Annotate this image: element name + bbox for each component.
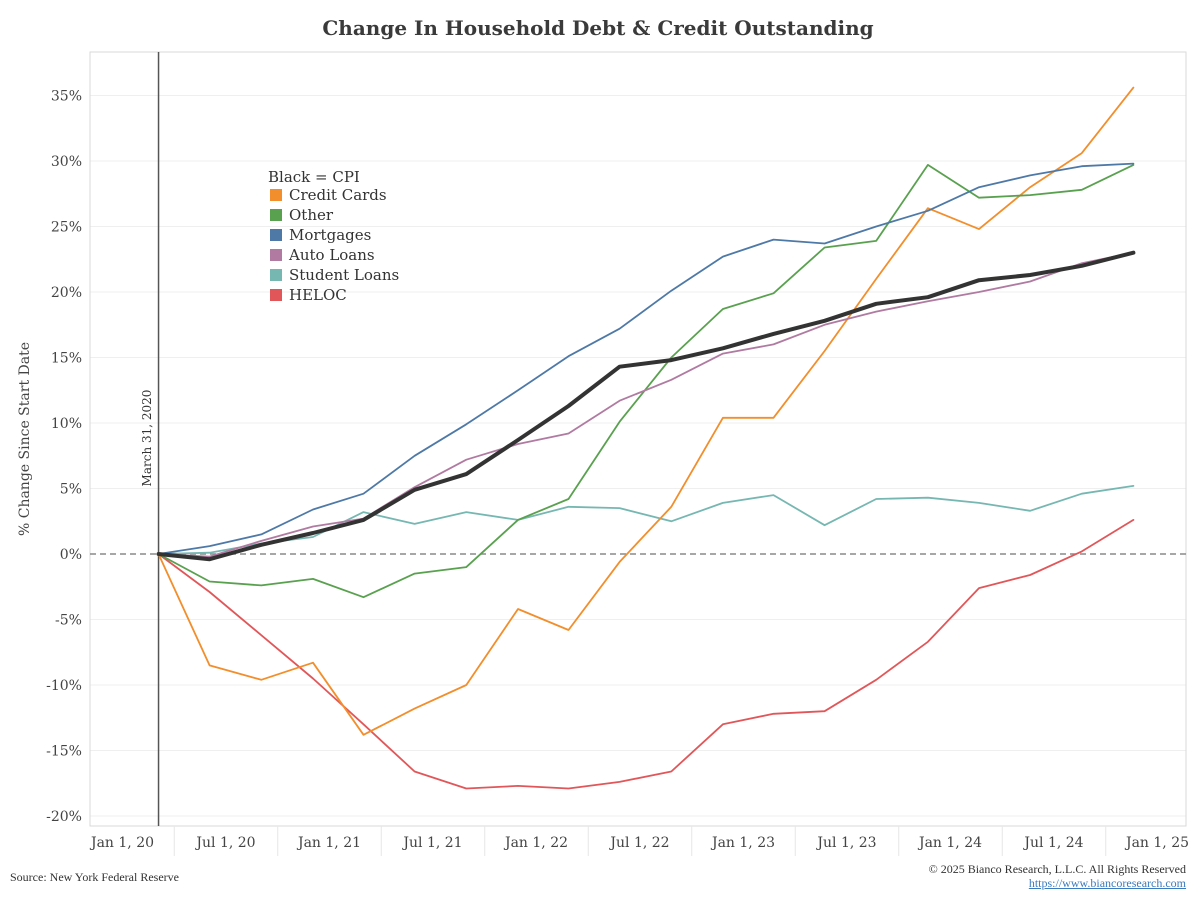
series-line-heloc bbox=[157, 519, 1135, 790]
series-line-auto-loans bbox=[157, 251, 1135, 558]
x-tick-label: Jul 1, 22 bbox=[608, 835, 669, 851]
y-tick-label: 30% bbox=[51, 154, 82, 170]
legend-swatch bbox=[270, 249, 282, 261]
x-tick-label: Jan 1, 25 bbox=[1124, 835, 1189, 851]
y-tick-label: 20% bbox=[51, 285, 82, 301]
source-note: Source: New York Federal Reserve bbox=[10, 870, 179, 884]
legend-swatch bbox=[270, 229, 282, 241]
legend-label: Other bbox=[289, 206, 334, 224]
copyright-text: © 2025 Bianco Research, L.L.C. All Right… bbox=[928, 862, 1186, 876]
y-tick-label: -10% bbox=[46, 678, 82, 694]
series-line-mortgages bbox=[157, 162, 1135, 555]
chart-title: Change In Household Debt & Credit Outsta… bbox=[322, 16, 874, 40]
y-axis-title: % Change Since Start Date bbox=[17, 342, 33, 536]
reference-line-label: March 31, 2020 bbox=[140, 390, 154, 487]
legend-swatch bbox=[270, 189, 282, 201]
x-tick-label: Jul 1, 23 bbox=[815, 835, 876, 851]
series-line-credit-cards bbox=[157, 86, 1135, 736]
series-lines bbox=[156, 86, 1136, 790]
y-tick-label: -20% bbox=[46, 809, 82, 825]
legend-swatch bbox=[270, 289, 282, 301]
legend-label: Mortgages bbox=[289, 226, 371, 244]
legend-title: Black = CPI bbox=[268, 168, 360, 186]
y-tick-label: 25% bbox=[51, 220, 82, 236]
website-link[interactable]: https://www.biancoresearch.com bbox=[1028, 876, 1186, 890]
legend-swatch bbox=[270, 209, 282, 221]
footer-credits: © 2025 Bianco Research, L.L.C. All Right… bbox=[929, 862, 1186, 890]
y-tick-label: 10% bbox=[51, 416, 82, 432]
y-tick-label: 15% bbox=[51, 351, 82, 367]
y-tick-label: 5% bbox=[60, 482, 82, 498]
x-tick-label: Jan 1, 20 bbox=[89, 835, 154, 851]
x-tick-label: Jan 1, 24 bbox=[917, 835, 982, 851]
legend-label: Student Loans bbox=[289, 266, 399, 284]
x-tick-label: Jan 1, 23 bbox=[710, 835, 775, 851]
legend-swatch bbox=[270, 269, 282, 281]
plot-frame bbox=[89, 51, 1187, 827]
x-tick-label: Jan 1, 22 bbox=[503, 835, 568, 851]
y-tick-label: 0% bbox=[60, 547, 82, 563]
y-tick-label: 35% bbox=[51, 89, 82, 105]
x-tick-label: Jul 1, 24 bbox=[1022, 835, 1083, 851]
grid-lines bbox=[90, 95, 1186, 817]
legend-label: Credit Cards bbox=[289, 186, 387, 204]
x-tick-label: Jan 1, 21 bbox=[296, 835, 361, 851]
x-tick-label: Jul 1, 21 bbox=[401, 835, 462, 851]
legend-label: HELOC bbox=[289, 286, 347, 304]
series-line-cpi bbox=[156, 250, 1136, 562]
axes: -20% -15% -10% -5% 0% 5% 10% 15% 20% 25% 30% 35% Jan… bbox=[17, 51, 1189, 856]
x-tick-label: Jul 1, 20 bbox=[194, 835, 255, 851]
series-line-student-loans bbox=[157, 484, 1135, 555]
y-tick-label: -5% bbox=[55, 613, 82, 629]
legend-label: Auto Loans bbox=[288, 246, 375, 264]
y-tick-label: -15% bbox=[46, 744, 82, 760]
